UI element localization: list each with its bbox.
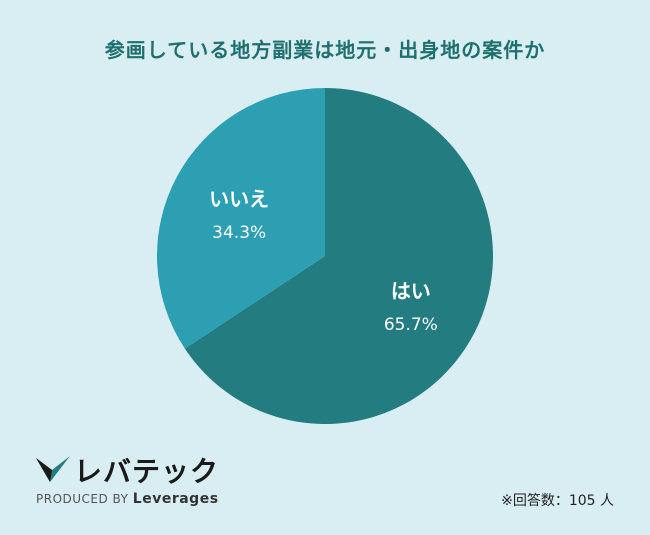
slice-category-label-1: はい [391,279,431,303]
produced-by-label: PRODUCED BY [36,492,129,506]
slice-category-label-2: いいえ [209,187,269,211]
brand-name: Leverages [132,491,219,507]
chart-title: 参画している地方副業は地元・出身地の案件か [104,38,546,62]
slice-value-label-1: 65.7% [384,315,438,335]
response-count-note: ※回答数：105 人 [501,493,614,509]
pie-slice-1 [184,88,493,425]
slice-value-label-2: 34.3% [212,223,266,243]
logo-text: レバテック [74,455,220,488]
levtech-logo-icon [36,456,70,482]
produced-by: PRODUCED BY Leverages [36,491,219,507]
pie-slice-2 [156,88,325,349]
